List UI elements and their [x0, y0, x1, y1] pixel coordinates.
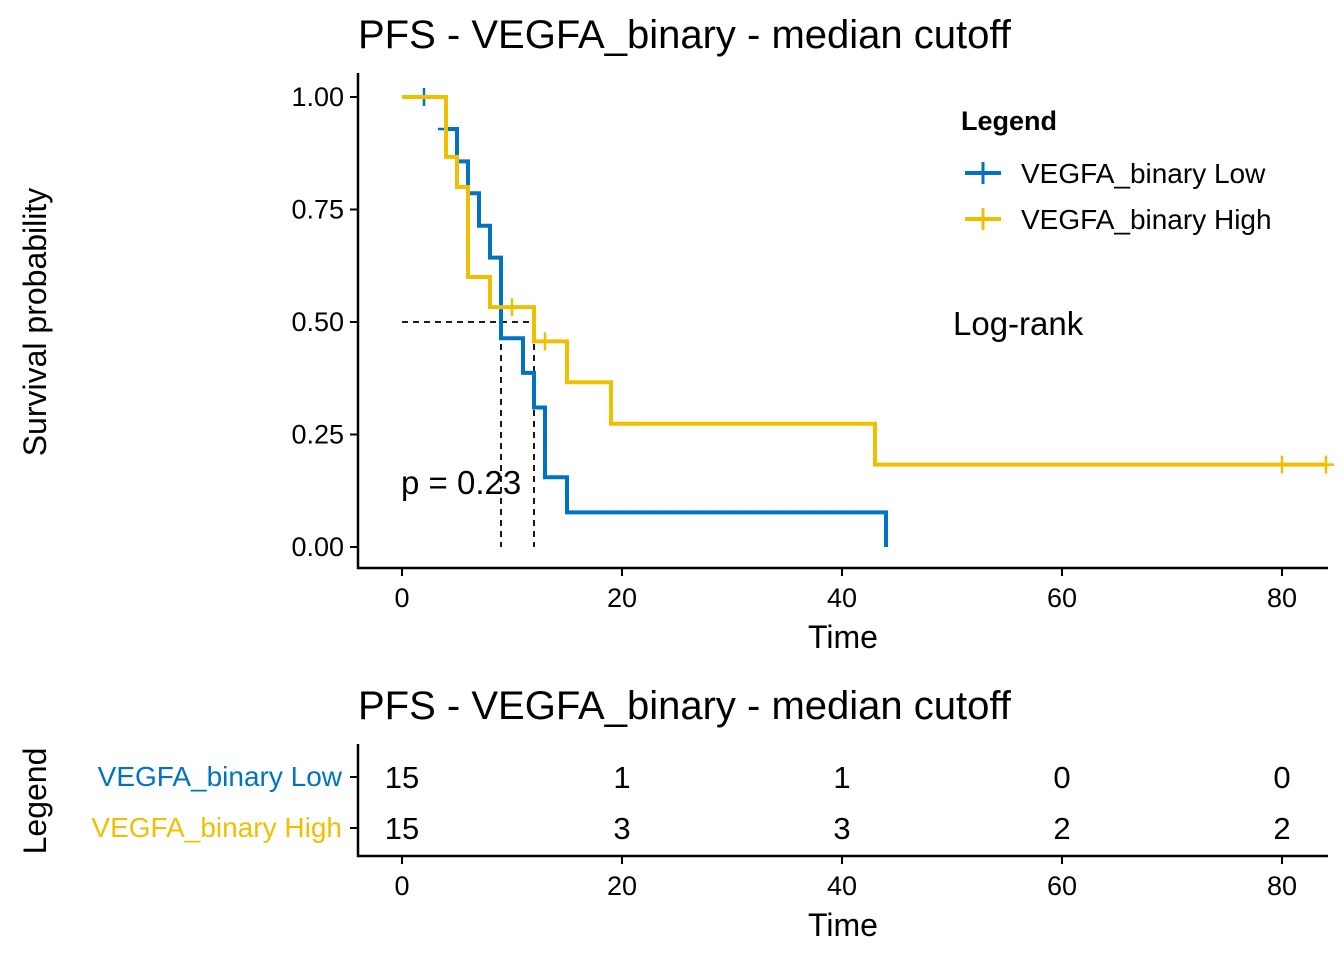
test-label: Log-rank [953, 305, 1084, 342]
risk-cell-high: 3 [833, 811, 850, 846]
legend-title: Legend [961, 106, 1057, 136]
risk-table-x-ticks: 0 20 40 60 80 [394, 856, 1297, 901]
km-curve-high [402, 95, 1326, 467]
km-x-tick-label: 40 [827, 583, 857, 613]
risk-cell-high: 2 [1273, 811, 1290, 846]
censor-mark-high [537, 332, 553, 351]
risk-x-tick-label: 0 [394, 871, 409, 901]
km-legend: Legend VEGFA_binary Low VEGFA_binary Hig… [961, 106, 1272, 235]
median-survival-lines [402, 321, 535, 547]
km-x-tick-label: 0 [394, 583, 409, 613]
risk-table-y-axis-title: Legend [17, 748, 53, 855]
km-x-tick-label: 20 [607, 583, 637, 613]
censor-mark-high [1274, 455, 1290, 474]
km-x-ticks: 0 20 40 60 80 [394, 568, 1297, 613]
km-x-tick-label: 60 [1047, 583, 1077, 613]
legend-entry-high: VEGFA_binary High [965, 204, 1272, 235]
risk-cell-high: 15 [385, 811, 419, 846]
risk-row-label-high: VEGFA_binary High [91, 812, 342, 843]
km-curves [402, 88, 1334, 547]
risk-table-title: PFS - VEGFA_binary - median cutoff [358, 684, 1012, 728]
risk-cell-low: 0 [1053, 760, 1070, 795]
risk-cell-high: 2 [1053, 811, 1070, 846]
km-y-ticks: 0.00 0.25 0.50 0.75 1.00 [291, 82, 358, 562]
km-y-tick-label: 0.25 [291, 420, 344, 450]
risk-x-tick-label: 20 [607, 871, 637, 901]
km-y-tick-label: 0.75 [291, 195, 344, 225]
risk-table-rows: VEGFA_binary Low 15 1 1 0 0 VEGFA_binary High 1… [91, 760, 1290, 846]
km-x-tick-label: 80 [1267, 583, 1297, 613]
risk-cell-low: 15 [385, 760, 419, 795]
risk-x-tick-label: 80 [1267, 871, 1297, 901]
pvalue-label: p = 0.23 [401, 464, 521, 501]
risk-cell-low: 1 [833, 760, 850, 795]
legend-label-low: VEGFA_binary Low [1021, 158, 1266, 189]
risk-table: PFS - VEGFA_binary - median cutoff Legen… [17, 684, 1328, 943]
censor-mark-high [1318, 455, 1334, 474]
censor-mark-high [504, 298, 520, 317]
risk-x-tick-label: 60 [1047, 871, 1077, 901]
risk-cell-low: 1 [613, 760, 630, 795]
legend-label-high: VEGFA_binary High [1021, 204, 1272, 235]
legend-entry-low: VEGFA_binary Low [965, 158, 1266, 189]
risk-row-label-low: VEGFA_binary Low [98, 761, 343, 792]
km-y-tick-label: 0.50 [291, 307, 344, 337]
risk-cell-high: 3 [613, 811, 630, 846]
risk-x-tick-label: 40 [827, 871, 857, 901]
km-title: PFS - VEGFA_binary - median cutoff [358, 13, 1012, 57]
km-x-axis-title: Time [808, 619, 878, 655]
km-plot: PFS - VEGFA_binary - median cutoff Survi… [17, 13, 1334, 655]
km-y-axis-title: Survival probability [17, 188, 53, 457]
km-y-tick-label: 1.00 [291, 82, 344, 112]
risk-cell-low: 0 [1273, 760, 1290, 795]
km-y-tick-label: 0.00 [291, 532, 344, 562]
risk-table-x-axis-title: Time [808, 907, 878, 943]
